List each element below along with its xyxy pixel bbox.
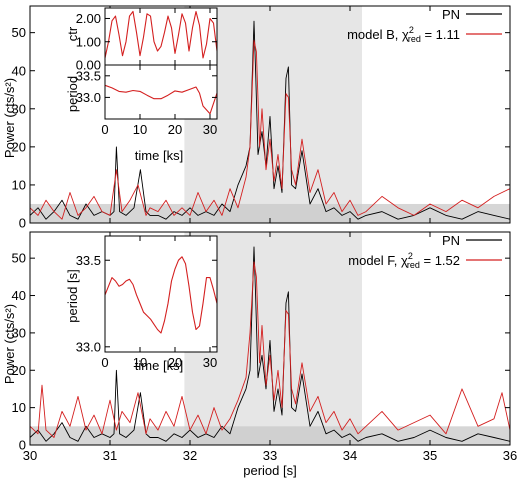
inset-ctr: 0.00 1.00 2.00 ctr [65, 7, 218, 73]
inset-period-f-y-tick-label: 33.5 [76, 253, 101, 268]
inset-ctr-background [105, 8, 217, 65]
inset-period-f-x-axis-label: time [ks] [135, 358, 183, 373]
panel-bottom-y-tick-label: 50 [12, 251, 26, 266]
inset-period-f-background [105, 236, 217, 352]
inset-period-series-line-0 [104, 84, 218, 115]
inset-period-f-frame [104, 235, 218, 353]
inset-period-f: 0 10 20 30 33.0 33.5 period [s] time [ks] [65, 235, 218, 373]
panel-top-y-tick-label: 10 [12, 177, 26, 192]
inset-period-f-series-line-0 [104, 256, 218, 334]
inset-period-y-tick-label: 33.0 [76, 90, 101, 105]
panel-top-y-axis-label: Power (cts/s²) [2, 78, 17, 158]
inset-period-f-y-axis-label: period [s] [65, 269, 80, 322]
inset-period-x-tick-label: 20 [168, 122, 182, 137]
inset-period-f-x-tick-label: 10 [133, 355, 147, 370]
panel-bottom-x-tick-label: 35 [423, 448, 437, 463]
panel-bottom-noise-band [30, 426, 510, 445]
inset-period-plot: 0 10 20 30 33.0 33.5 [76, 64, 218, 137]
panel-top-y-tick-label: 0 [19, 216, 26, 231]
panel-top-legend-label-1: model B, χ2 red = 1.11 [347, 25, 460, 44]
inset-period-f-y-tick-label: 33.0 [76, 339, 101, 354]
panel-bottom-y-tick-label: 40 [12, 288, 26, 303]
inset-ctr-y-tick-label: 1.00 [76, 34, 101, 49]
panel-bottom-x-tick-label: 30 [23, 448, 37, 463]
inset-period: 0 10 20 30 33.0 33.5 period time [ks] [65, 64, 218, 163]
inset-ctr-y-axis-label: ctr [65, 26, 80, 41]
panel-bottom-x-tick-label: 36 [503, 448, 517, 463]
inset-period-y-axis-label: period [65, 76, 80, 112]
panel-top-y-tick-label: 50 [12, 25, 26, 40]
panel-top-y-tick-label: 30 [12, 101, 26, 116]
inset-period-x-axis-label: time [ks] [135, 148, 183, 163]
inset-period-f-x-tick-label: 20 [168, 355, 182, 370]
inset-period-x-tick-label: 30 [203, 122, 217, 137]
inset-period-f-x-tick-label: 0 [101, 355, 108, 370]
panel-bottom-x-tick-label: 32 [183, 448, 197, 463]
panel-bottom-legend-label-0: PN [442, 233, 460, 248]
panel-bottom: 30 31 32 33 34 35 36 0 10 20 30 40 50 Power (cts/s²)… [2, 231, 517, 478]
inset-period-x-tick-label: 0 [101, 122, 108, 137]
panel-bottom-x-tick-label: 33 [263, 448, 277, 463]
inset-ctr-plot: 0.00 1.00 2.00 [76, 7, 218, 73]
panel-bottom-legend: PN model F, χ2 red = 1.52 [348, 233, 502, 270]
panel-bottom-legend-label-1: model F, χ2 red = 1.52 [348, 251, 460, 270]
inset-period-frame [104, 64, 218, 120]
panel-bottom-y-axis-label: Power (cts/s²) [2, 304, 17, 384]
inset-period-f-x-tick-label: 30 [203, 355, 217, 370]
panel-bottom-y-tick-label: 30 [12, 325, 26, 340]
inset-period-f-plot: 0 10 20 30 33.0 33.5 [76, 235, 218, 370]
inset-ctr-series-line-0 [104, 10, 218, 59]
panel-bottom-x-axis-label: period [s] [243, 463, 296, 478]
panel-bottom-x-tick-label: 31 [103, 448, 117, 463]
panel-bottom-y-tick-label: 10 [12, 400, 26, 415]
panel-bottom-series-line-0 [29, 246, 511, 442]
inset-period-y-tick-label: 33.5 [76, 68, 101, 83]
inset-ctr-y-tick-label: 0.00 [76, 58, 101, 73]
inset-ctr-y-tick-label: 2.00 [76, 11, 101, 26]
panel-top-legend-label-0: PN [442, 7, 460, 22]
panel-bottom-series-line-1 [29, 261, 511, 438]
panel-top-series-line-1 [29, 39, 511, 220]
panel-top-legend: PN model B, χ2 red = 1.11 [347, 7, 502, 44]
panel-bottom-y-tick-label: 0 [19, 438, 26, 453]
panel-top-y-tick-label: 40 [12, 63, 26, 78]
panel-bottom-y-tick-label: 20 [12, 363, 26, 378]
panel-top-y-tick-label: 20 [12, 139, 26, 154]
panel-bottom-x-tick-label: 34 [343, 448, 357, 463]
inset-period-x-tick-label: 10 [133, 122, 147, 137]
